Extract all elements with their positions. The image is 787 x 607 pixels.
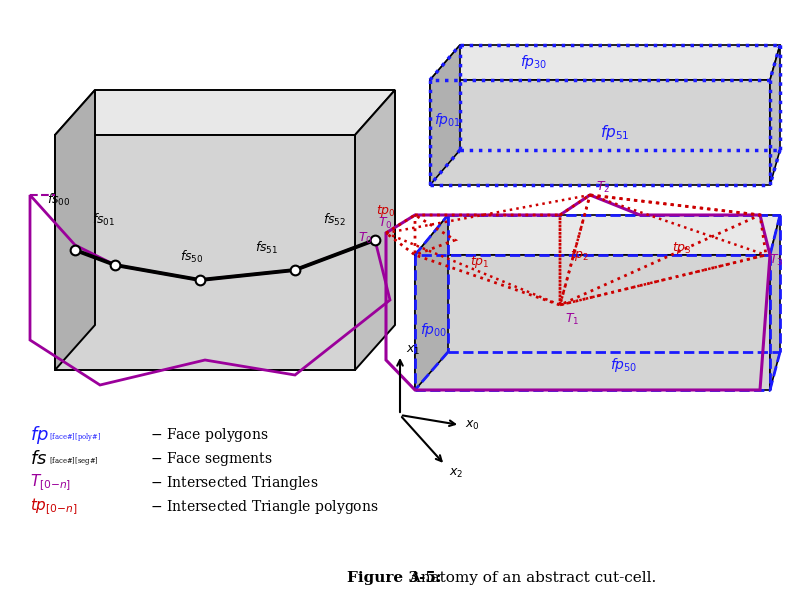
Text: $fp_{00}$: $fp_{00}$ [420,321,447,339]
Text: $fp_{51}$: $fp_{51}$ [600,123,630,141]
Polygon shape [415,215,448,390]
Text: $fs_{51}$: $fs_{51}$ [255,240,279,256]
Text: $fp_{01}$: $fp_{01}$ [434,111,461,129]
Polygon shape [55,135,355,370]
Text: $tp_{[0\mathrm{-}n]}$: $tp_{[0\mathrm{-}n]}$ [30,497,78,517]
Text: $-$ Intersected Triangles: $-$ Intersected Triangles [150,474,319,492]
Text: $fs$: $fs$ [30,450,47,468]
Text: $fp$: $fp$ [30,424,49,446]
Text: $fs_{00}$: $fs_{00}$ [47,192,71,208]
Text: $T_0$: $T_0$ [358,231,372,246]
Text: $x_0$: $x_0$ [465,418,480,432]
Polygon shape [770,215,780,390]
Text: $fs_{52}$: $fs_{52}$ [323,212,346,228]
Text: $fs_{50}$: $fs_{50}$ [180,249,204,265]
Text: $fs_{01}$: $fs_{01}$ [92,212,115,228]
Text: $T_{[0\mathrm{-}n]}$: $T_{[0\mathrm{-}n]}$ [30,473,72,493]
Text: $x_1$: $x_1$ [406,344,420,356]
Text: $T_0$: $T_0$ [378,215,393,231]
Text: $-$ Face segments: $-$ Face segments [150,450,273,468]
Text: $_{\mathregular{[face\#][poly\#]}}$: $_{\mathregular{[face\#][poly\#]}}$ [49,431,102,445]
Text: $-$ Intersected Triangle polygons: $-$ Intersected Triangle polygons [150,498,379,516]
Text: $tp_0$: $tp_0$ [376,203,396,219]
Text: $x_2$: $x_2$ [449,466,464,480]
Text: $T_3$: $T_3$ [769,253,784,268]
Polygon shape [355,90,395,370]
Text: $tp_2$: $tp_2$ [570,247,589,263]
Polygon shape [770,45,780,185]
Text: $_{\mathregular{[face\#][seg\#]}}$: $_{\mathregular{[face\#][seg\#]}}$ [49,455,99,469]
Polygon shape [55,90,395,135]
Text: $tp_3$: $tp_3$ [672,240,692,256]
Text: $fp_{30}$: $fp_{30}$ [520,53,548,71]
Polygon shape [430,80,770,185]
Text: $-$ Face polygons: $-$ Face polygons [150,426,268,444]
Text: $T_2$: $T_2$ [596,180,610,195]
Polygon shape [415,255,770,390]
Polygon shape [430,45,780,80]
Text: Anatomy of an abstract cut-cell.: Anatomy of an abstract cut-cell. [400,571,656,585]
Text: $fp_{50}$: $fp_{50}$ [610,356,637,374]
Text: $tp_1$: $tp_1$ [470,254,490,270]
Text: $T_1$: $T_1$ [565,311,579,327]
Polygon shape [415,215,780,255]
Polygon shape [55,90,95,370]
Text: Figure 3-5:: Figure 3-5: [347,571,442,585]
Polygon shape [430,45,460,185]
